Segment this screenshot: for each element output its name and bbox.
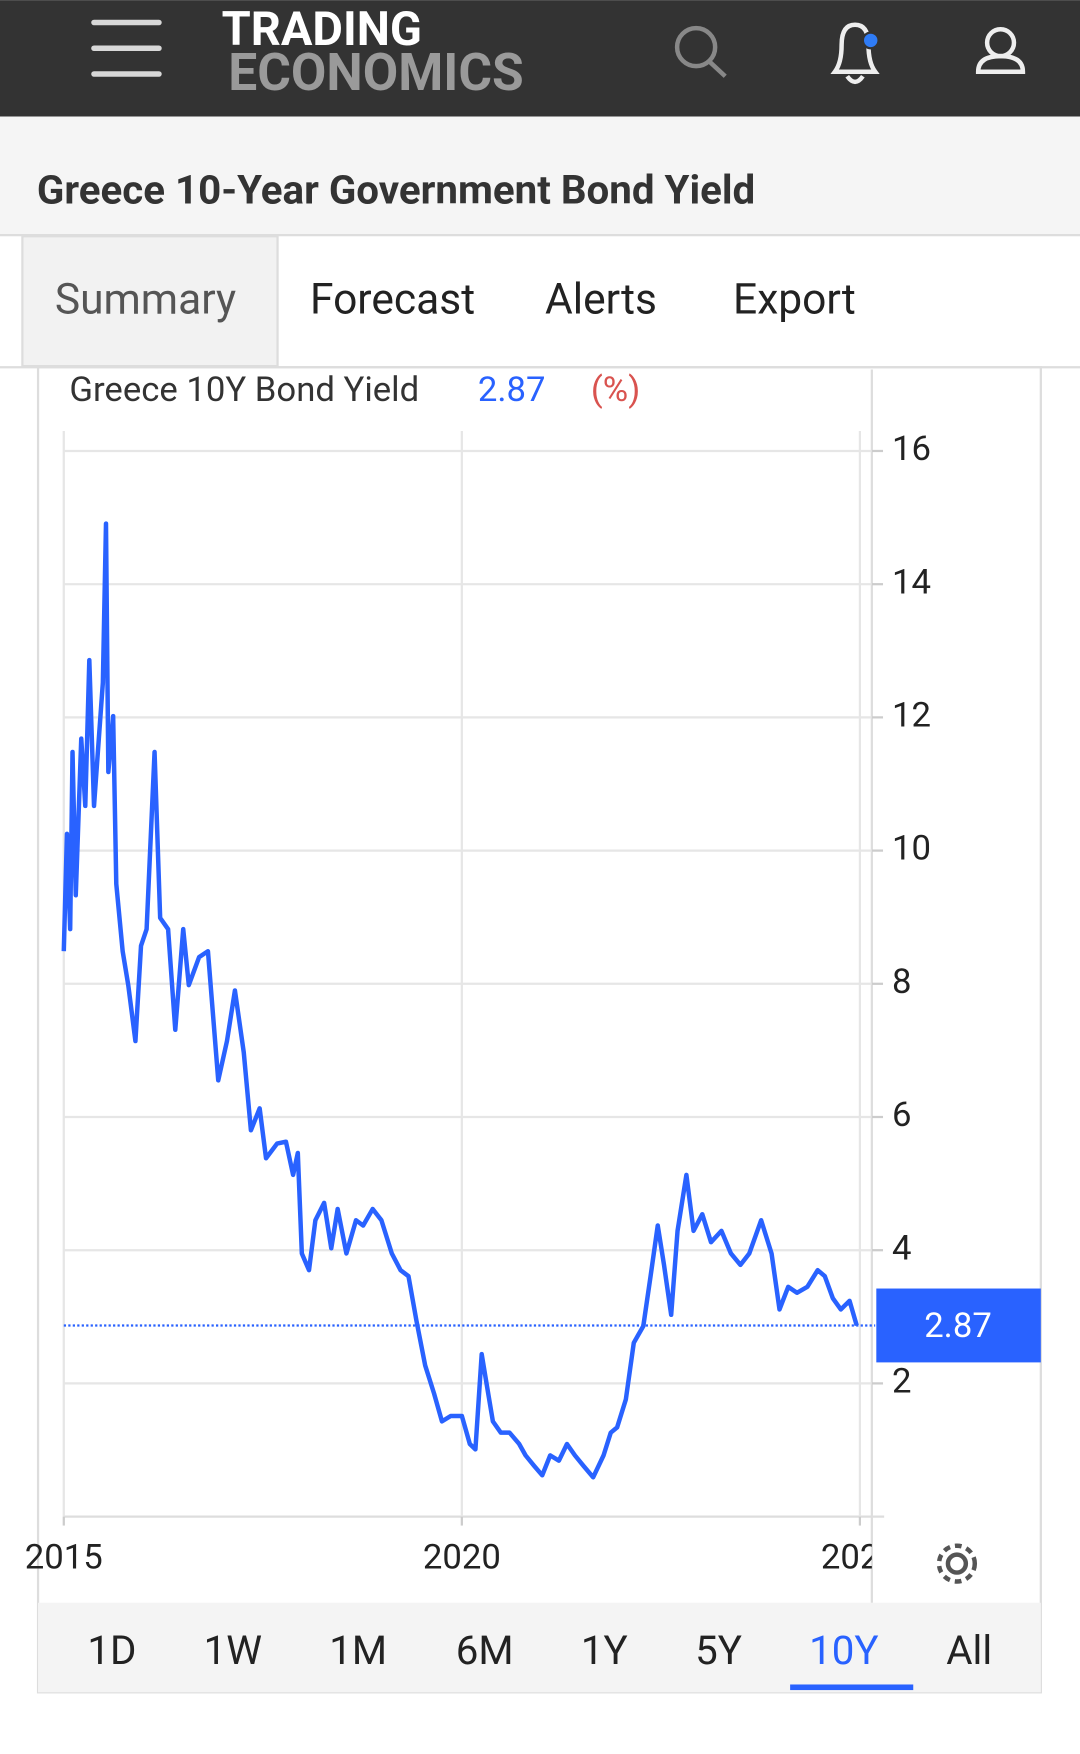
- y-tick-label: 16: [892, 429, 931, 469]
- range-button[interactable]: 1Y: [581, 1627, 628, 1674]
- logo-top[interactable]: TRADING: [222, 2, 422, 57]
- menu-button[interactable]: [91, 19, 162, 77]
- range-button[interactable]: 1D: [87, 1627, 136, 1674]
- y-tick-label: 12: [892, 696, 931, 736]
- range-button[interactable]: 1M: [329, 1627, 387, 1674]
- x-tick-label: 2015: [25, 1537, 103, 1577]
- range-underline: [790, 1684, 914, 1691]
- chart-title: Greece 10Y Bond Yield: [69, 370, 419, 410]
- notifications-button[interactable]: [830, 22, 880, 85]
- y-tick-label: 2: [892, 1362, 912, 1402]
- settings-button[interactable]: [936, 1543, 978, 1584]
- search-button[interactable]: [674, 25, 727, 78]
- y-tick-label: 14: [892, 562, 931, 602]
- account-button[interactable]: [975, 26, 1026, 74]
- tab[interactable]: Forecast: [310, 276, 475, 325]
- current-value: 2.87: [478, 370, 546, 410]
- tab-selected-bg: [21, 235, 279, 368]
- page-title: Greece 10-Year Government Bond Yield: [37, 166, 755, 213]
- range-button[interactable]: 5Y: [695, 1627, 742, 1674]
- range-button[interactable]: 1W: [204, 1627, 262, 1674]
- title-band: [0, 116, 1080, 236]
- tab[interactable]: Summary: [55, 276, 236, 325]
- x-tick-label: 2020: [423, 1537, 501, 1577]
- y-tick-label: 10: [892, 829, 931, 869]
- range-button[interactable]: 6M: [456, 1627, 514, 1674]
- y-tick-label: 8: [892, 962, 912, 1002]
- unit: (%): [591, 370, 640, 410]
- tab[interactable]: Alerts: [545, 276, 657, 325]
- series-line: [61, 521, 859, 1480]
- chart-card: [36, 366, 1042, 1694]
- logo-bottom[interactable]: ECONOMICS: [228, 42, 523, 103]
- current-value-label: 2.87: [924, 1306, 992, 1346]
- range-button[interactable]: 10Y: [809, 1627, 878, 1674]
- current-value-box: [876, 1288, 1041, 1363]
- x-tick-label: 2025: [821, 1537, 899, 1577]
- top-bar: [0, 0, 1080, 117]
- y-tick-label: 4: [892, 1228, 912, 1268]
- tab[interactable]: Export: [733, 276, 856, 325]
- range-bar: [38, 1602, 1041, 1693]
- range-button[interactable]: All: [946, 1627, 992, 1674]
- y-tick-label: 6: [892, 1095, 912, 1135]
